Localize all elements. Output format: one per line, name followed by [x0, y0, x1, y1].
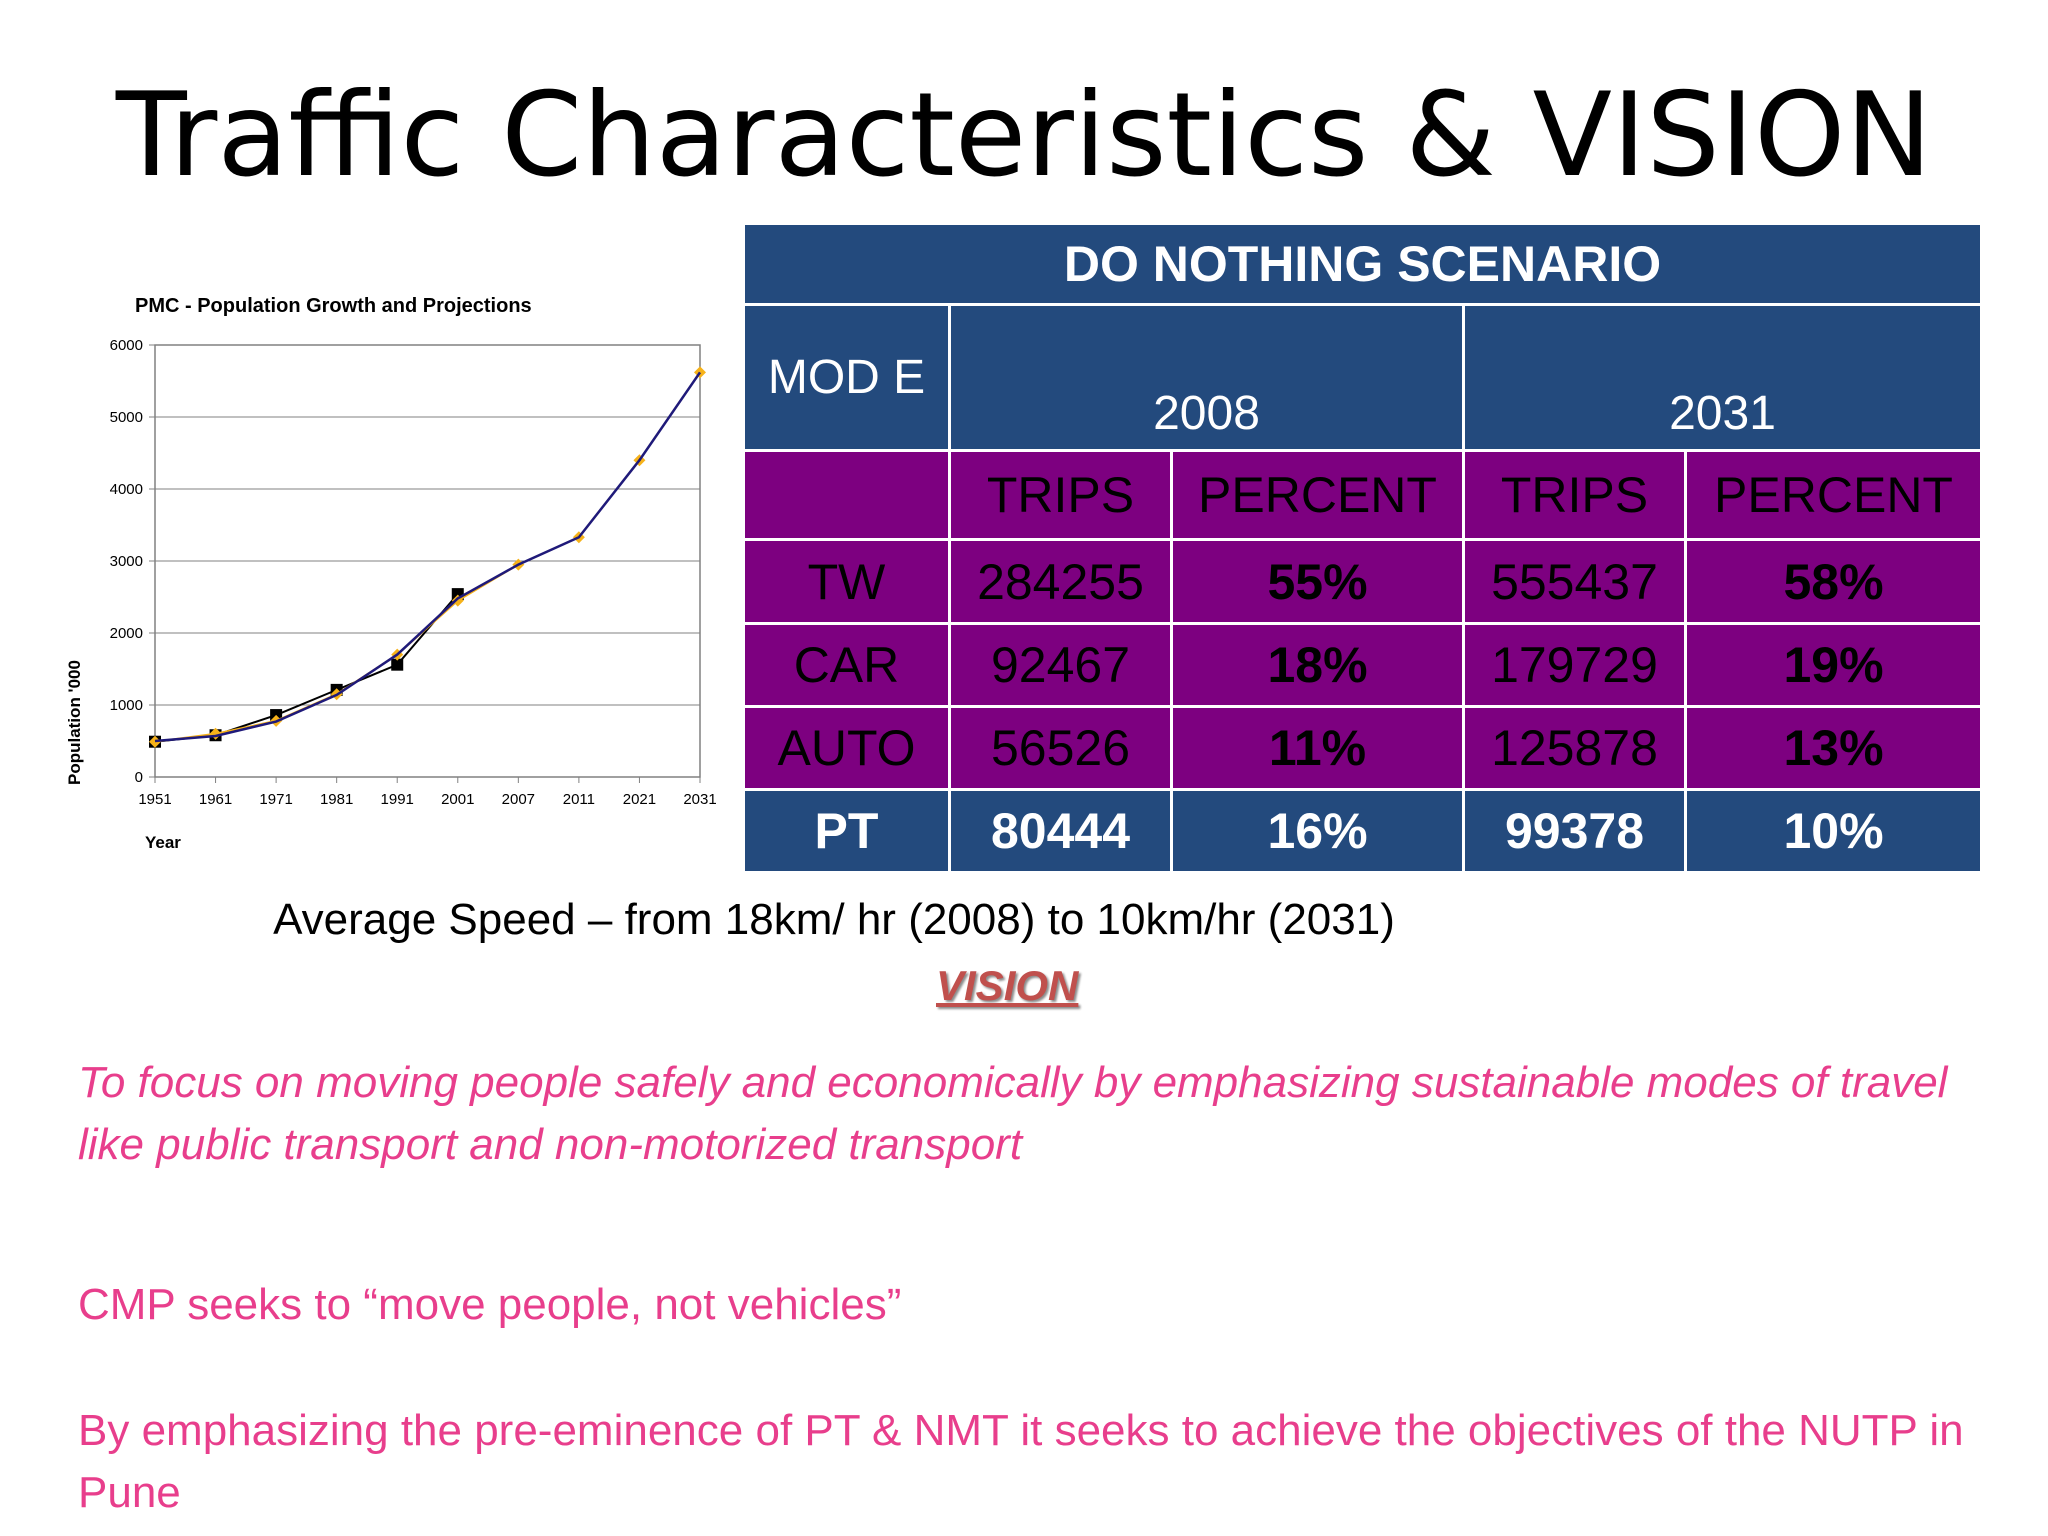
x-tick-label: 1961	[199, 791, 232, 808]
x-tick-label: 2001	[441, 791, 474, 808]
y-tick-label: 1000	[110, 697, 143, 714]
x-tick-label: 2011	[563, 791, 595, 808]
pct-2031-cell: 10%	[1683, 787, 1984, 875]
y-tick-label: 0	[135, 769, 143, 786]
trips-2031-cell: 179729	[1462, 621, 1687, 708]
do-nothing-scenario-table: DO NOTHING SCENARIO MOD E 2008 2031 TRIP…	[741, 221, 1984, 875]
chart-title: PMC - Population Growth and Projections	[135, 295, 532, 317]
table-row-pt: PT 80444 16% 99378 10%	[742, 787, 1984, 875]
x-tick-label: 1991	[381, 791, 414, 808]
y-tick-label: 3000	[110, 553, 143, 570]
table-title: DO NOTHING SCENARIO	[741, 221, 1984, 307]
cmp-statement: CMP seeks to “move people, not vehicles”	[78, 1280, 902, 1329]
trips-2008-cell: 92467	[948, 621, 1173, 708]
pct-2008-cell: 55%	[1170, 538, 1465, 625]
year-2031-header: 2031	[1461, 303, 1984, 453]
trips-2008-header: TRIPS	[948, 449, 1173, 542]
pct-2031-cell: 19%	[1683, 621, 1984, 708]
pct-2008-cell: 18%	[1170, 621, 1465, 708]
data-point-square	[391, 658, 404, 671]
x-tick-label: 1981	[320, 791, 353, 808]
table-row-car: CAR 92467 18% 179729 19%	[742, 621, 1984, 708]
table-row-auto: AUTO 56526 11% 125878 13%	[742, 704, 1984, 791]
percent-2008-header: PERCENT	[1170, 449, 1465, 542]
data-point-diamond	[149, 735, 161, 748]
vision-statement: To focus on moving people safely and eco…	[78, 1058, 1948, 1169]
empty-header-cell	[742, 449, 951, 542]
x-tick-label: 1971	[259, 791, 292, 808]
y-tick-label: 5000	[110, 409, 143, 426]
mode-cell: TW	[742, 538, 951, 625]
data-point-diamond	[451, 594, 464, 607]
population-chart-svg: PMC - Population Growth and Projections …	[65, 295, 717, 852]
pct-2031-cell: 58%	[1683, 538, 1984, 625]
trips-2008-cell: 56526	[948, 704, 1173, 791]
trips-2031-cell: 125878	[1462, 704, 1687, 791]
trips-2031-cell: 99378	[1462, 787, 1687, 875]
x-tick-label: 2031	[683, 791, 716, 808]
y-tick-label: 2000	[110, 625, 143, 642]
x-tick-label: 1951	[138, 791, 171, 808]
chart-ylabel: Population '000	[65, 660, 84, 785]
nutp-statement: By emphasizing the pre-eminence of PT & …	[78, 1406, 1964, 1517]
average-speed-text: Average Speed – from 18km/ hr (2008) to …	[0, 895, 2048, 945]
series-line	[154, 371, 702, 743]
y-tick-label: 4000	[110, 481, 143, 498]
pct-2031-cell: 13%	[1683, 704, 1984, 791]
percent-2031-header: PERCENT	[1683, 449, 1984, 542]
y-tick-label: 6000	[110, 337, 143, 354]
x-tick-label: 2007	[502, 791, 535, 808]
x-tick-label: 2021	[623, 791, 656, 808]
mode-cell: AUTO	[742, 704, 951, 791]
trips-2031-cell: 555437	[1462, 538, 1687, 625]
table-row-tw: TW 284255 55% 555437 58%	[742, 538, 1984, 625]
vision-heading: VISION	[936, 962, 1079, 1009]
average-speed-label: Average Speed – from 18km/ hr (2008) to …	[273, 895, 1395, 944]
trips-2008-cell: 80444	[948, 787, 1173, 875]
mode-header: MOD E	[742, 303, 951, 453]
slide-title: Traffic Characteristics & VISION	[115, 68, 1933, 203]
mode-cell: CAR	[742, 621, 951, 708]
pct-2008-cell: 16%	[1170, 787, 1465, 875]
chart-xlabel: Year	[145, 833, 181, 852]
trips-2008-cell: 284255	[948, 538, 1173, 625]
pct-2008-cell: 11%	[1170, 704, 1465, 791]
trips-2031-header: TRIPS	[1462, 449, 1687, 542]
mode-cell: PT	[742, 787, 951, 875]
year-2008-header: 2008	[948, 303, 1465, 453]
population-chart: PMC - Population Growth and Projections …	[60, 275, 740, 875]
